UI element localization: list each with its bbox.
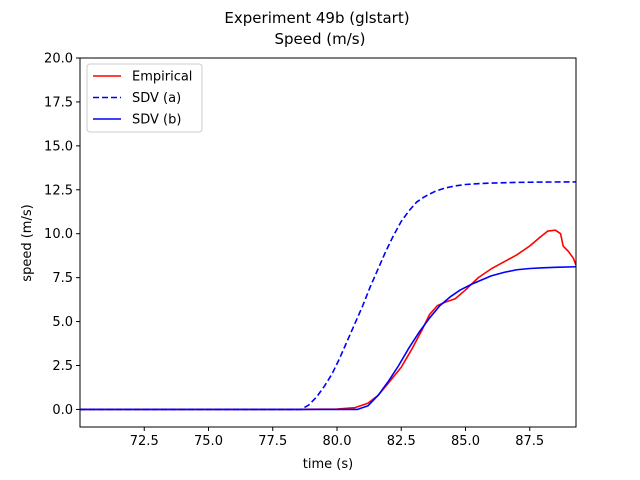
axes-frame xyxy=(79,57,577,428)
y-tick-label: 7.5 xyxy=(52,271,73,286)
y-tick-label: 15.0 xyxy=(44,139,73,154)
x-tick-label: 85.0 xyxy=(451,434,480,449)
legend-label: Empirical xyxy=(132,70,192,85)
legend-label: SDV (a) xyxy=(132,91,181,106)
y-tick-label: 5.0 xyxy=(52,315,73,330)
plot-area xyxy=(80,181,576,411)
y-axis-label: speed (m/s) xyxy=(20,204,35,281)
series-line-sdv-b xyxy=(80,265,576,411)
legend: Empirical SDV (a) SDV (b) xyxy=(86,63,203,133)
legend-box xyxy=(86,63,203,133)
chart-title: Experiment 49b (glstart) xyxy=(224,9,409,27)
x-tick-label: 77.5 xyxy=(258,434,287,449)
x-tick-label: 80.0 xyxy=(323,434,352,449)
y-tick-label: 2.5 xyxy=(52,359,73,374)
y-axis: 0.0 2.5 5.0 7.5 10.0 12.5 15.0 17.5 20.0 xyxy=(44,52,80,418)
series-line-empirical xyxy=(80,229,576,411)
series-line-sdv-a xyxy=(80,181,576,411)
y-tick-label: 10.0 xyxy=(44,227,73,242)
x-tick-label: 75.0 xyxy=(194,434,223,449)
y-tick-label: 12.5 xyxy=(44,183,73,198)
x-tick-label: 72.5 xyxy=(130,434,159,449)
y-tick-label: 0.0 xyxy=(52,403,73,418)
x-tick-label: 82.5 xyxy=(387,434,416,449)
chart-subtitle: Speed (m/s) xyxy=(275,30,366,48)
y-tick-label: 20.0 xyxy=(44,52,73,67)
x-tick-label: 87.5 xyxy=(515,434,544,449)
x-axis: 72.5 75.0 77.5 80.0 82.5 85.0 87.5 xyxy=(130,427,544,449)
legend-label: SDV (b) xyxy=(132,113,181,128)
y-tick-label: 17.5 xyxy=(44,95,73,110)
x-axis-label: time (s) xyxy=(303,457,353,472)
